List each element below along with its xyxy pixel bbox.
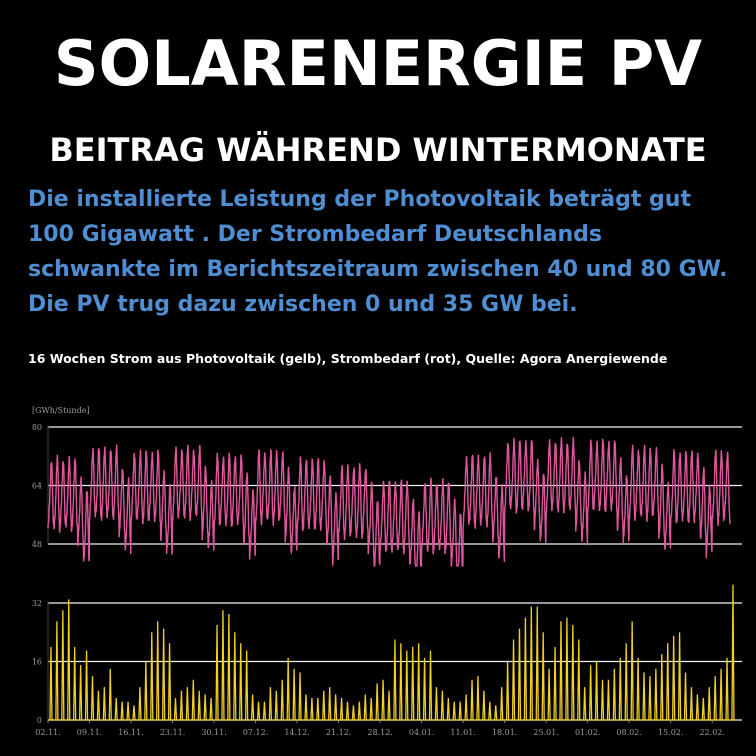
x-tick-label: 04.01. bbox=[409, 728, 434, 737]
x-tick-label: 01.02. bbox=[575, 728, 600, 737]
energy-chart: [GWh/Stunde] 48 64 80 0 16 32 02.11. 09.11. 16.… bbox=[32, 406, 742, 737]
y-tick-lower: 0 bbox=[37, 716, 42, 725]
x-tick-label: 02.11. bbox=[35, 728, 60, 737]
x-tick-label: 18.01. bbox=[492, 728, 517, 737]
y-axis-labels: 48 64 80 0 16 32 bbox=[32, 423, 42, 725]
x-tick-label: 07.12. bbox=[243, 728, 268, 737]
x-tick-label: 25.01. bbox=[533, 728, 558, 737]
x-tick-label: 16.11. bbox=[118, 728, 143, 737]
x-axis-labels: 02.11. 09.11. 16.11. 23.11. 30.11. 07.12. 14.1… bbox=[35, 720, 725, 737]
x-tick-label: 30.11. bbox=[201, 728, 226, 737]
page-subtitle: BEITRAG WÄHREND WINTERMONATE bbox=[49, 131, 707, 169]
y-tick-lower: 32 bbox=[32, 599, 42, 608]
x-tick-label: 21.12. bbox=[326, 728, 351, 737]
x-tick-label: 11.01. bbox=[450, 728, 475, 737]
y-tick-upper: 80 bbox=[32, 423, 42, 432]
x-tick-label: 23.11. bbox=[160, 728, 185, 737]
demand-series-line bbox=[47, 436, 731, 567]
description-text: Die installierte Leistung der Photovolta… bbox=[28, 187, 728, 317]
series-group bbox=[47, 436, 736, 721]
y-tick-upper: 48 bbox=[32, 540, 42, 549]
page-title: SOLARENERGIE PV bbox=[53, 27, 703, 100]
chart-caption: 16 Wochen Strom aus Photovoltaik (gelb),… bbox=[28, 351, 668, 366]
x-tick-label: 08.02. bbox=[616, 728, 641, 737]
x-tick-label: 28.12. bbox=[367, 728, 392, 737]
pv-series-line bbox=[48, 584, 736, 721]
x-tick-label: 22.02. bbox=[699, 728, 724, 737]
unit-label: [GWh/Stunde] bbox=[32, 406, 90, 415]
y-tick-lower: 16 bbox=[32, 658, 42, 667]
x-tick-label: 09.11. bbox=[77, 728, 102, 737]
x-tick-label: 14.12. bbox=[284, 728, 309, 737]
y-tick-upper: 64 bbox=[32, 482, 42, 491]
x-tick-label: 15.02. bbox=[658, 728, 683, 737]
